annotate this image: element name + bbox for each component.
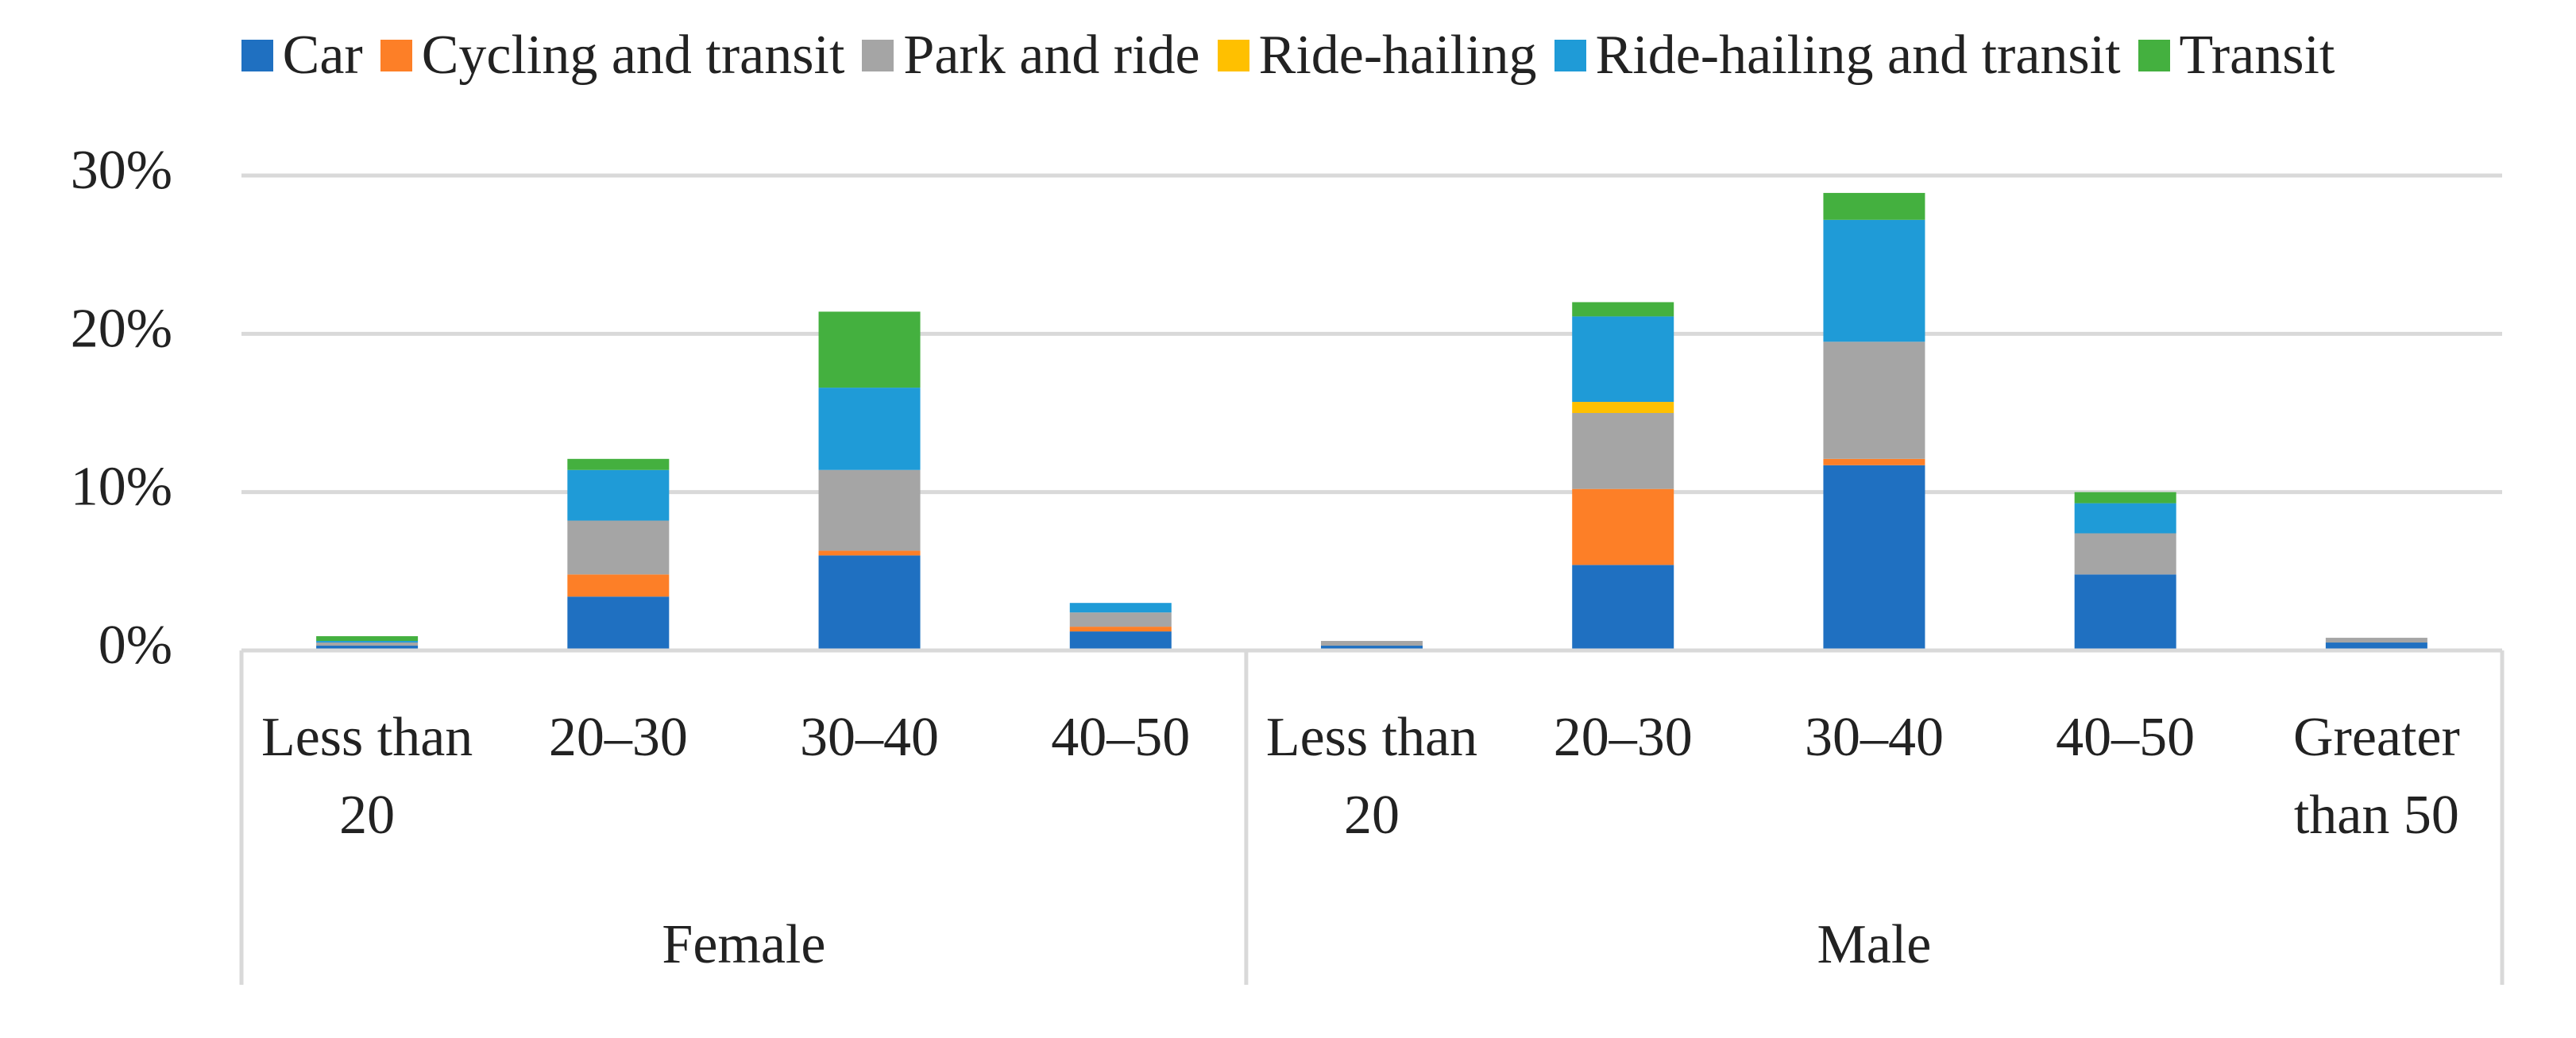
bar-segment <box>1823 192 1925 220</box>
x-tick-label: 30–40 <box>1804 707 1944 768</box>
x-tick-label: 40–50 <box>2056 707 2196 768</box>
x-tick-label: Less than 20 <box>261 707 473 846</box>
bar-segment <box>1069 612 1172 627</box>
legend-swatch <box>241 40 273 71</box>
legend-swatch <box>2138 40 2170 71</box>
bar-segment <box>1321 641 1423 646</box>
bar-segment <box>1069 631 1172 650</box>
legend-item: Ride-hailing and transit <box>1554 24 2121 87</box>
y-tick-label: 20% <box>71 298 172 359</box>
bar-segment <box>567 520 670 575</box>
legend-item: Transit <box>2138 24 2335 87</box>
group-label: Female <box>662 914 826 975</box>
bar-segment <box>1572 402 1674 413</box>
bar-segment <box>2325 642 2427 650</box>
legend-item: Car <box>241 24 363 87</box>
bar-segment <box>316 641 419 643</box>
bar-segment <box>1069 627 1172 632</box>
legend-item: Ride-hailing <box>1217 24 1537 87</box>
legend-swatch <box>862 40 894 71</box>
x-tick-label: Less than 20 <box>1265 707 1478 846</box>
bar-segment <box>1069 603 1172 613</box>
bar-segment <box>818 311 921 388</box>
legend-label: Cycling and transit <box>421 25 845 86</box>
bar-segment <box>818 555 921 650</box>
x-tick-label: 30–40 <box>800 707 940 768</box>
bar-segment <box>818 469 921 551</box>
bar-segment <box>316 646 419 650</box>
legend-label: Transit <box>2179 25 2335 86</box>
bar-segment <box>1572 565 1674 650</box>
bar-segment <box>1572 302 1674 317</box>
bar-segment <box>818 550 921 556</box>
legend-swatch <box>1217 40 1249 71</box>
bar-segment <box>567 574 670 597</box>
bar-segment <box>316 642 419 646</box>
bar-segment <box>316 636 419 642</box>
bar-segment <box>1823 219 1925 342</box>
bar-segment <box>2074 574 2176 650</box>
bar-segment <box>1823 341 1925 459</box>
bar-segment <box>1572 413 1674 489</box>
legend-label: Car <box>282 25 363 86</box>
bar-segment <box>567 469 670 521</box>
bar-segment <box>567 596 670 650</box>
bar-segment <box>2074 503 2176 534</box>
bar-segment <box>2074 533 2176 575</box>
group-label: Male <box>1817 914 1932 975</box>
legend-label: Ride-hailing and transit <box>1595 25 2121 86</box>
bar-segment <box>1572 488 1674 565</box>
legend-item: Park and ride <box>862 24 1200 87</box>
x-tick-label: 20–30 <box>1553 707 1693 768</box>
legend-item: Cycling and transit <box>380 24 845 87</box>
x-tick-label: 40–50 <box>1051 707 1191 768</box>
legend: Car Cycling and transit Park and ride Ride-… <box>0 24 2576 87</box>
y-tick-label: 10% <box>71 457 172 518</box>
bar-segment <box>2074 492 2176 504</box>
x-tick-label: Greater than 50 <box>2292 707 2460 846</box>
bar-segment <box>1321 646 1423 650</box>
legend-swatch <box>1554 40 1586 71</box>
bar-segment <box>1572 316 1674 403</box>
y-tick-label: 0% <box>98 615 172 676</box>
bar-segment <box>1823 465 1925 650</box>
y-tick-label: 30% <box>71 140 172 201</box>
bar-segment <box>2325 638 2427 643</box>
legend-label: Ride-hailing <box>1258 25 1537 86</box>
x-tick-label: 20–30 <box>548 707 688 768</box>
bar-segment <box>1823 458 1925 465</box>
bar-segment <box>818 388 921 470</box>
bar-segment <box>567 458 670 470</box>
legend-swatch <box>380 40 412 71</box>
legend-label: Park and ride <box>903 25 1200 86</box>
